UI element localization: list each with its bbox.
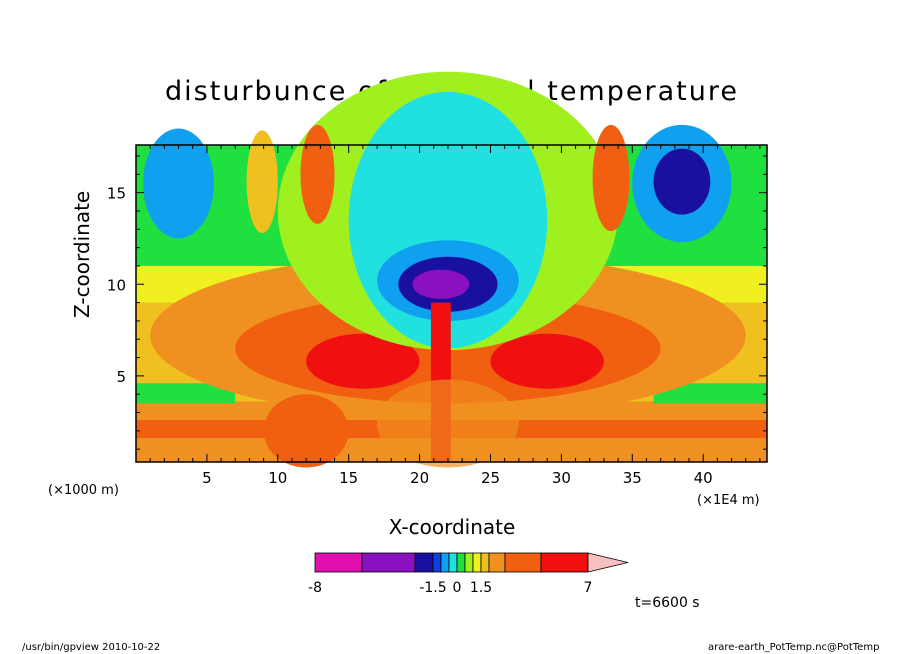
- colorbar-tip: [587, 552, 629, 573]
- x-axis-label: X-coordinate: [388, 515, 516, 539]
- colorbar-cell: [504, 552, 542, 573]
- field-blob: [143, 128, 214, 239]
- colorbar-label: -8: [308, 580, 322, 596]
- colorbar-cell: [361, 552, 416, 573]
- x-tick-label: 30: [552, 469, 571, 487]
- colorbar-cell: [456, 552, 466, 573]
- x-tick-label: 20: [410, 469, 429, 487]
- colorbar-cell: [464, 552, 474, 573]
- footer-right: arare-earth_PotTemp.nc@PotTemp: [708, 642, 880, 653]
- field-blob: [306, 333, 420, 389]
- colorbar-label: 0: [453, 580, 462, 596]
- field-blob: [412, 269, 470, 299]
- y-tick-label: 5: [116, 368, 126, 386]
- x-tick-label: 5: [202, 469, 212, 487]
- colorbar-cell: [488, 552, 506, 573]
- x-tick-label: 10: [268, 469, 287, 487]
- time-label: t=6600 s: [635, 595, 700, 611]
- field-blob: [263, 394, 349, 468]
- colorbar-cell: [480, 552, 490, 573]
- plot-frame: [135, 144, 768, 463]
- y-tick-label: 10: [107, 276, 126, 294]
- x-tick-label: 25: [481, 469, 500, 487]
- colorbar-cell: [540, 552, 589, 573]
- y-tick-label: 15: [107, 185, 126, 203]
- x-scale-note: (×1E4 m): [697, 493, 760, 508]
- footer-left: /usr/bin/gpview 2010-10-22: [22, 642, 161, 653]
- field-blob: [377, 379, 519, 468]
- colorbar-cell: [472, 552, 482, 573]
- colorbar-cell: [432, 552, 442, 573]
- field-blob: [592, 124, 630, 232]
- y-scale-note: (×1000 m): [48, 483, 119, 498]
- x-tick-label: 15: [339, 469, 358, 487]
- x-tick-label: 40: [694, 469, 713, 487]
- x-tick-label: 35: [623, 469, 642, 487]
- field-blob: [300, 124, 335, 224]
- field-blob: [674, 289, 704, 345]
- field-blob: [653, 148, 711, 215]
- colorbar-label: -1.5: [419, 580, 446, 596]
- field-band: [136, 383, 236, 404]
- colorbar-label: 1.5: [470, 580, 492, 596]
- colorbar-cell: [440, 552, 450, 573]
- field-blob: [246, 130, 278, 233]
- colorbar-cell: [314, 552, 363, 573]
- field-blob: [490, 333, 604, 389]
- field-band: [653, 383, 767, 404]
- colorbar-label: 7: [584, 580, 593, 596]
- colorbar-cell: [448, 552, 458, 573]
- colorbar-cell: [414, 552, 434, 573]
